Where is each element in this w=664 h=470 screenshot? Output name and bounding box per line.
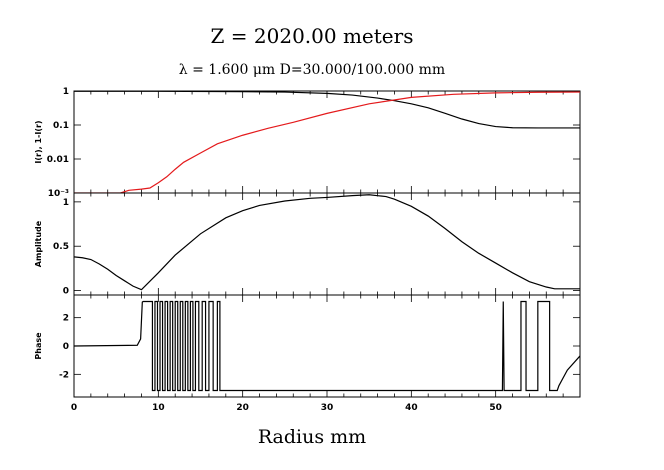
intensity-y-tick-label: 10⁻³ [48, 189, 69, 199]
intensity-y-tick-label: 0.01 [47, 155, 69, 165]
x-axis-label: Radius mm [258, 426, 366, 448]
phase-series-0-line [74, 300, 580, 392]
chart-title: Z = 2020.00 meters [211, 24, 414, 48]
x-tick-label: 20 [236, 403, 249, 413]
intensity-panel: 10⁻³ 0.01 0.1 1 I(r), 1-I(r) [34, 87, 581, 199]
x-tick-label: 0 [71, 403, 77, 413]
amplitude-series-0-line [74, 194, 580, 291]
x-tick-label: 10 [152, 403, 165, 413]
phase-panel: -2 0 2 Phase 0 10 20 30 40 50 [34, 294, 581, 413]
amplitude-y-tick-label: 0.5 [53, 242, 69, 252]
amplitude-y-tick-label: 1 [63, 198, 69, 208]
amplitude-y-axis-label: Amplitude [34, 220, 43, 267]
phase-y-tick-label: 0 [63, 342, 69, 352]
intensity-y-tick-label: 0.1 [53, 121, 69, 131]
intensity-y-tick-label: 1 [63, 87, 69, 97]
intensity-series-1-line [74, 91, 580, 193]
amplitude-y-tick-label: 0 [63, 287, 69, 297]
intensity-frame [73, 90, 581, 194]
amplitude-panel: 0 0.5 1 Amplitude [34, 192, 581, 297]
x-tick-label: 50 [489, 403, 502, 413]
phase-y-tick-label: 2 [63, 314, 69, 324]
amplitude-frame [73, 192, 581, 296]
intensity-y-axis-label: I(r), 1-I(r) [34, 120, 43, 163]
x-tick-label: 40 [405, 403, 418, 413]
chart-subtitle: λ = 1.600 μm D=30.000/100.000 mm [179, 62, 445, 78]
phase-y-axis-label: Phase [34, 332, 43, 360]
intensity-series-0-line [74, 91, 580, 129]
x-tick-label: 30 [321, 403, 334, 413]
phase-y-tick-label: -2 [59, 370, 69, 380]
